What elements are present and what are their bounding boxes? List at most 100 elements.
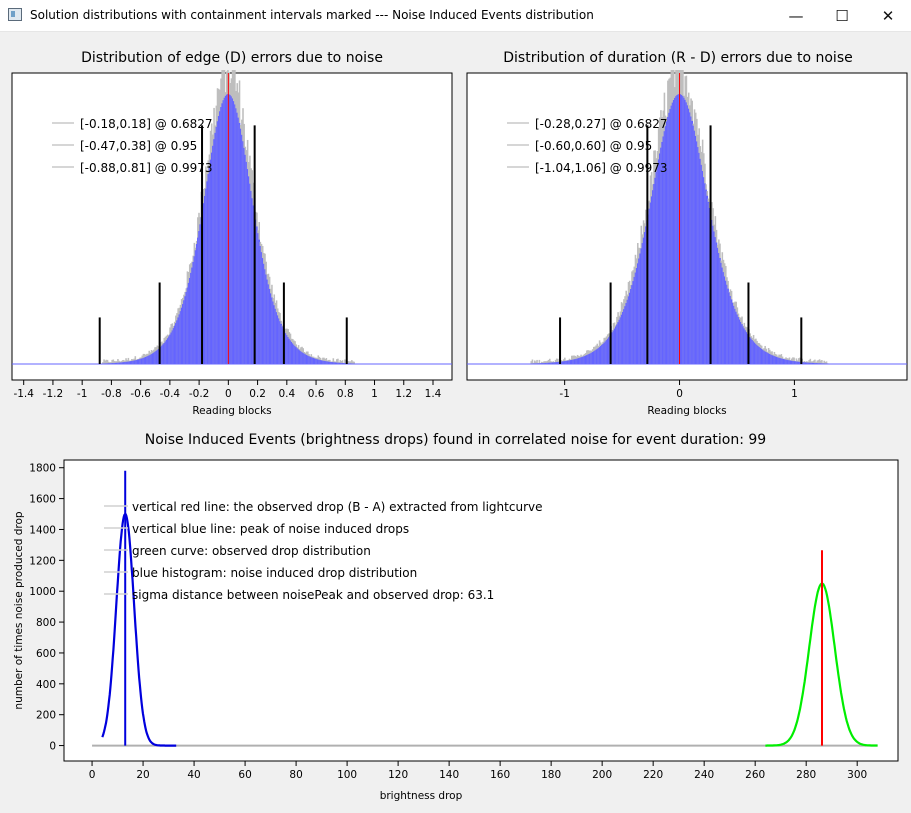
noise-bar: [555, 358, 558, 364]
histogram-bar: [168, 336, 170, 364]
histogram-bar: [213, 139, 215, 364]
histogram-bar: [749, 337, 751, 364]
histogram-bar: [682, 96, 684, 364]
histogram-bar: [536, 363, 538, 364]
histogram-bar: [655, 171, 658, 364]
histogram-bar: [811, 362, 814, 364]
histogram-bar: [662, 136, 665, 364]
histogram-bar: [575, 358, 578, 364]
histogram-bar: [246, 169, 249, 364]
histogram-bar: [535, 363, 537, 364]
histogram-bar: [785, 359, 787, 364]
histogram-bar: [826, 363, 829, 364]
histogram-bar: [180, 307, 183, 364]
noise-bar: [340, 360, 343, 364]
histogram-bar: [618, 319, 621, 364]
histogram-bar: [537, 363, 539, 364]
histogram-bar: [571, 359, 573, 364]
histogram-bar: [164, 341, 167, 364]
histogram-bar: [558, 361, 560, 364]
histogram-bar: [551, 362, 553, 364]
histogram-bar: [814, 363, 816, 364]
minimize-button[interactable]: —: [788, 6, 804, 25]
histogram-bar: [228, 94, 230, 364]
histogram-bar: [243, 147, 245, 364]
histogram-bar: [190, 272, 192, 364]
histogram-bar: [267, 284, 270, 364]
histogram-bar: [215, 126, 218, 364]
histogram-bar: [170, 332, 172, 364]
histogram-bar: [793, 361, 795, 364]
histogram-bar: [817, 363, 820, 364]
histogram-bar: [133, 360, 135, 364]
histogram-bar: [628, 292, 631, 364]
histogram-bar: [120, 362, 123, 364]
noise-bar: [542, 362, 544, 364]
histogram-bar: [712, 225, 714, 364]
noise-bar: [117, 358, 119, 364]
histogram-bar: [550, 362, 552, 364]
histogram-bar: [310, 357, 313, 364]
histogram-bar: [720, 262, 722, 364]
close-button[interactable]: ✕: [881, 6, 895, 25]
histogram-bar: [326, 361, 329, 364]
histogram-bar: [138, 359, 140, 364]
x-tick-label: 20: [136, 769, 149, 781]
histogram-bar: [263, 263, 265, 364]
histogram-bar: [583, 356, 586, 364]
histogram-bar: [353, 363, 355, 364]
histogram-bar: [156, 349, 159, 364]
histogram-bar: [611, 332, 614, 364]
histogram-bar: [539, 363, 542, 364]
histogram-bar: [106, 363, 109, 364]
legend-entry-1: [-0.60,0.60] @ 0.95: [535, 139, 652, 153]
histogram-bar: [552, 362, 555, 364]
x-tick-label: -1: [559, 388, 569, 400]
histogram-bar: [672, 100, 675, 365]
histogram-bar: [351, 363, 353, 364]
x-tick-label: 280: [796, 769, 816, 781]
x-tick-label: 160: [490, 769, 510, 781]
noise-bar: [821, 360, 823, 364]
histogram-bar: [543, 363, 545, 364]
histogram-bar: [305, 354, 308, 364]
histogram-bar: [276, 315, 279, 364]
histogram-bar: [259, 245, 262, 364]
noise-bar: [109, 362, 111, 364]
x-tick-label: 220: [643, 769, 663, 781]
histogram-bar: [674, 97, 676, 364]
histogram-bar: [147, 355, 149, 364]
noise-bar: [112, 359, 115, 364]
histogram-bar: [179, 311, 182, 364]
histogram-bar: [223, 97, 226, 364]
legend-entry-2: [-1.04,1.06] @ 0.9973: [535, 161, 668, 175]
histogram-bar: [577, 358, 580, 364]
legend-entry-2: green curve: observed drop distribution: [132, 544, 371, 558]
x-tick-label: -1.4: [13, 388, 34, 400]
maximize-button[interactable]: ☐: [835, 6, 849, 25]
noise-bar: [347, 361, 350, 364]
histogram-bar: [667, 116, 669, 364]
histogram-bar: [566, 360, 568, 364]
noise-bar: [549, 358, 551, 364]
histogram-bar: [238, 122, 241, 364]
histogram-bar: [232, 101, 235, 364]
histogram-bar: [532, 363, 535, 364]
noise-bar: [337, 358, 339, 364]
x-axis-label: brightness drop: [380, 790, 463, 802]
x-tick-label: 200: [592, 769, 612, 781]
histogram-bar: [562, 361, 565, 364]
histogram-bar: [669, 109, 671, 365]
histogram-bar: [802, 362, 805, 364]
x-tick-label: -0.8: [101, 388, 122, 400]
noise-bar: [110, 362, 112, 364]
histogram-bar: [316, 359, 318, 364]
histogram-bar: [650, 196, 653, 364]
legend-entry-0: [-0.18,0.18] @ 0.6827: [80, 117, 213, 131]
histogram-bar: [787, 360, 790, 364]
histogram-bar: [624, 306, 626, 364]
histogram-bar: [161, 345, 163, 364]
noise-bar: [792, 357, 794, 364]
histogram-bar: [185, 291, 188, 364]
histogram-bar: [239, 128, 242, 364]
